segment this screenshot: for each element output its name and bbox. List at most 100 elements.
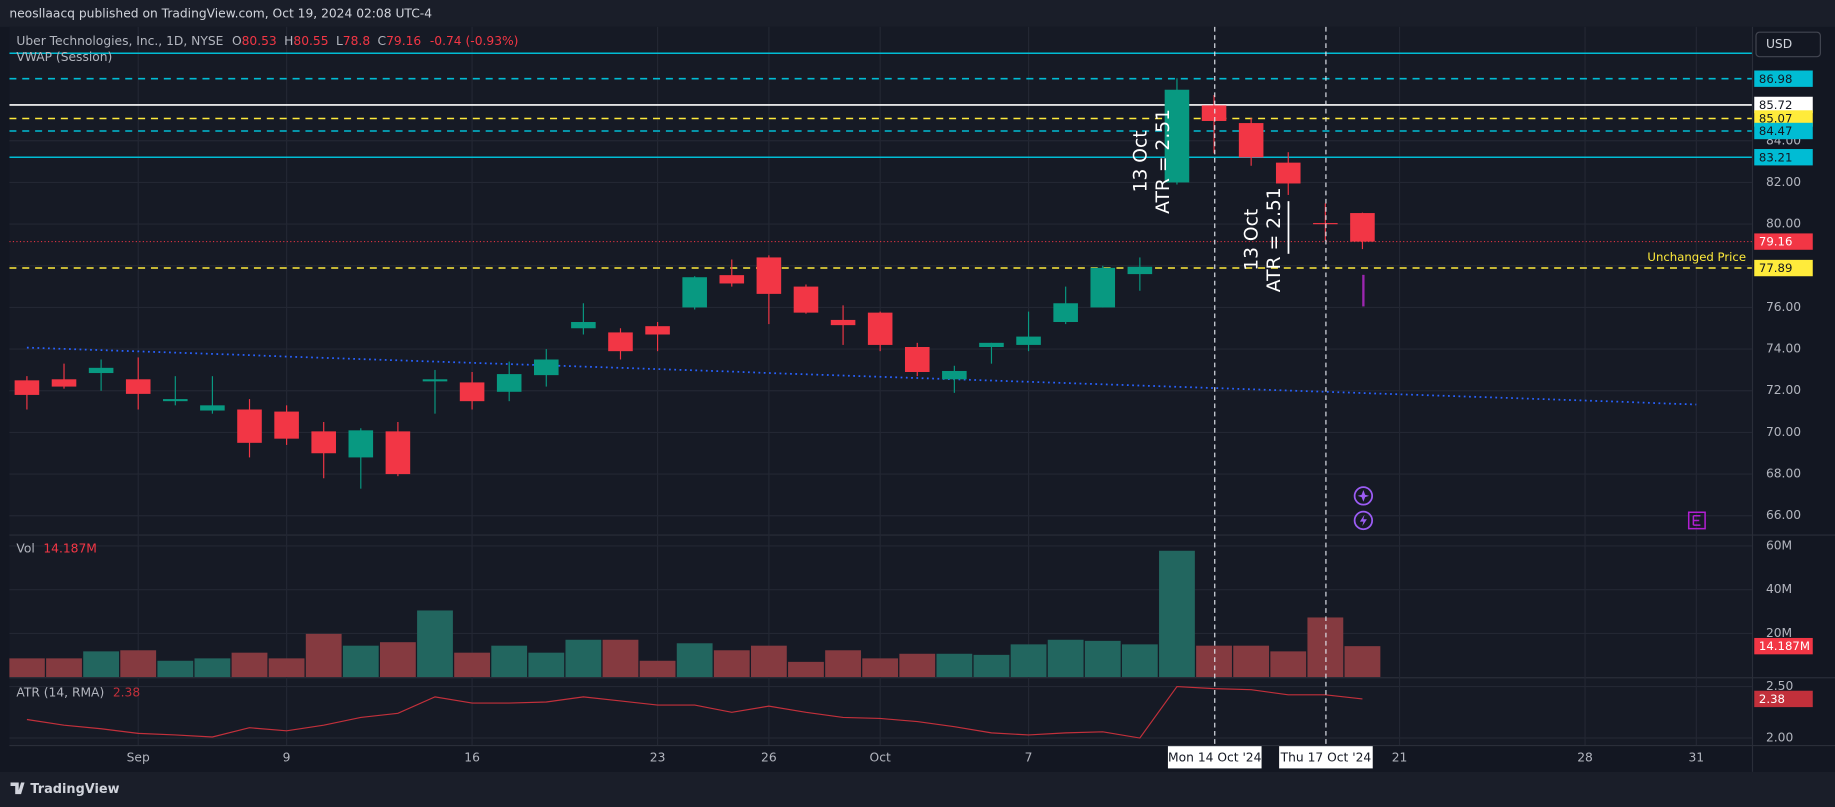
volume-legend-value: 14.187M <box>43 541 97 555</box>
earnings-icon[interactable] <box>1687 511 1706 530</box>
volume-bar <box>713 650 750 678</box>
candle-body <box>274 411 299 439</box>
volume-bar <box>676 643 713 678</box>
candle-body <box>459 382 485 402</box>
brand-logo <box>10 782 25 795</box>
volume-bar <box>1121 644 1158 678</box>
header-text: neosllaacq published on TradingView.com,… <box>9 7 432 21</box>
candle-body <box>237 409 262 443</box>
candle-body <box>311 431 336 454</box>
footer-bar <box>0 771 1835 807</box>
crosshair-date: Mon 14 Oct '24 <box>1168 750 1262 764</box>
axis-price-label: 79.16 <box>1759 235 1792 249</box>
y-tick-label: 82.00 <box>1766 175 1801 189</box>
currency-label: USD <box>1766 37 1792 51</box>
event-icon-glyph <box>1357 490 1370 502</box>
legend-key: C <box>378 33 387 47</box>
candle-body <box>385 431 411 475</box>
volume-bar <box>157 660 194 678</box>
candle-body <box>1164 89 1190 183</box>
legend-key: L <box>336 33 343 47</box>
annotation-date: 13 Oct <box>1131 130 1152 192</box>
axis-price-label: 2.38 <box>1759 692 1785 706</box>
candle-body <box>422 379 448 382</box>
candle-body <box>1350 213 1375 242</box>
atr-legend-value: 2.38 <box>113 685 140 699</box>
candle-body <box>163 399 188 402</box>
candle-body <box>682 277 707 308</box>
x-tick-label: 28 <box>1577 750 1593 764</box>
y-tick-label: 76.00 <box>1766 300 1801 314</box>
volume-bar <box>9 658 45 678</box>
y-tick-label: 20M <box>1766 626 1792 640</box>
brand-name: TradingView <box>30 782 119 797</box>
price-legend: Uber Technologies, Inc., 1D, NYSE O80.53… <box>16 33 518 47</box>
volume-bar <box>268 658 305 678</box>
x-tick-label: 9 <box>283 750 291 764</box>
legend-key: H <box>284 33 293 47</box>
candle-body <box>756 257 782 294</box>
candle-body <box>1275 162 1301 184</box>
x-tick-label: 21 <box>1392 750 1408 764</box>
volume-bar <box>639 660 676 678</box>
y-tick-label: 70.00 <box>1766 425 1801 439</box>
annotation-date: 13 Oct <box>1242 209 1263 271</box>
y-tick-label: 74.00 <box>1766 342 1801 356</box>
axis-price-box <box>1754 690 1813 708</box>
volume-bar <box>1159 550 1195 678</box>
volume-bar <box>83 651 120 678</box>
candle-body <box>1053 303 1078 323</box>
volume-bar <box>1010 644 1047 678</box>
volume-title: Vol <box>16 541 34 555</box>
marks: Unchanged Price <box>9 52 1752 739</box>
level-text: Unchanged Price <box>1647 250 1746 264</box>
candle-body <box>88 367 114 374</box>
axis-price-label: 86.98 <box>1759 72 1792 86</box>
volume-bar <box>1196 645 1232 678</box>
candle-body <box>51 379 77 387</box>
x-tick-label: Oct <box>870 750 891 764</box>
event-icon[interactable] <box>1353 486 1374 506</box>
volume-bar <box>825 650 861 678</box>
volume-bar <box>602 639 639 678</box>
volume-bar <box>1270 651 1307 678</box>
axis-price-box <box>1754 637 1813 655</box>
annotation: 13 Oct ATR = 2.51 <box>1242 187 1285 292</box>
volume-bar <box>788 661 824 678</box>
volume-bar <box>454 652 490 678</box>
volume-bar <box>305 633 342 678</box>
currency-button[interactable] <box>1755 31 1821 58</box>
crosshair-date: Thu 17 Oct '24 <box>1280 750 1372 764</box>
candle-body <box>1016 336 1041 345</box>
volume-bar <box>120 650 157 678</box>
y-tick-label: 40M <box>1766 582 1792 596</box>
candle-body <box>830 319 856 326</box>
volume-pane <box>9 550 1381 678</box>
y-tick-label: 80.00 <box>1766 217 1801 231</box>
volume-bar <box>528 652 565 678</box>
candle-body <box>719 275 745 284</box>
volume-bar <box>750 645 787 678</box>
volume-bar <box>379 642 416 678</box>
axis-price-box <box>1754 122 1813 140</box>
candle-body <box>1201 105 1227 121</box>
volume-bar <box>342 645 379 678</box>
volume-bar <box>417 610 453 678</box>
axis-price-label: 85.72 <box>1759 98 1792 112</box>
volume-bar <box>1084 640 1121 678</box>
x-tick-label: 7 <box>1025 750 1033 764</box>
candle-body <box>571 322 596 329</box>
volume-bar <box>973 654 1010 678</box>
volume-bar <box>1233 645 1270 678</box>
header-bar <box>0 0 1835 27</box>
axis-price-box <box>1754 96 1813 114</box>
event-icon[interactable] <box>1353 510 1374 531</box>
y-tick-label: 72.00 <box>1766 383 1801 397</box>
atr-line <box>26 685 1363 739</box>
candle-body <box>904 347 930 373</box>
y-tick-label: 2.00 <box>1766 731 1793 745</box>
price-pane <box>9 52 1752 489</box>
x-tick-label: 23 <box>650 750 666 764</box>
crosshair-date-box <box>1279 746 1373 769</box>
